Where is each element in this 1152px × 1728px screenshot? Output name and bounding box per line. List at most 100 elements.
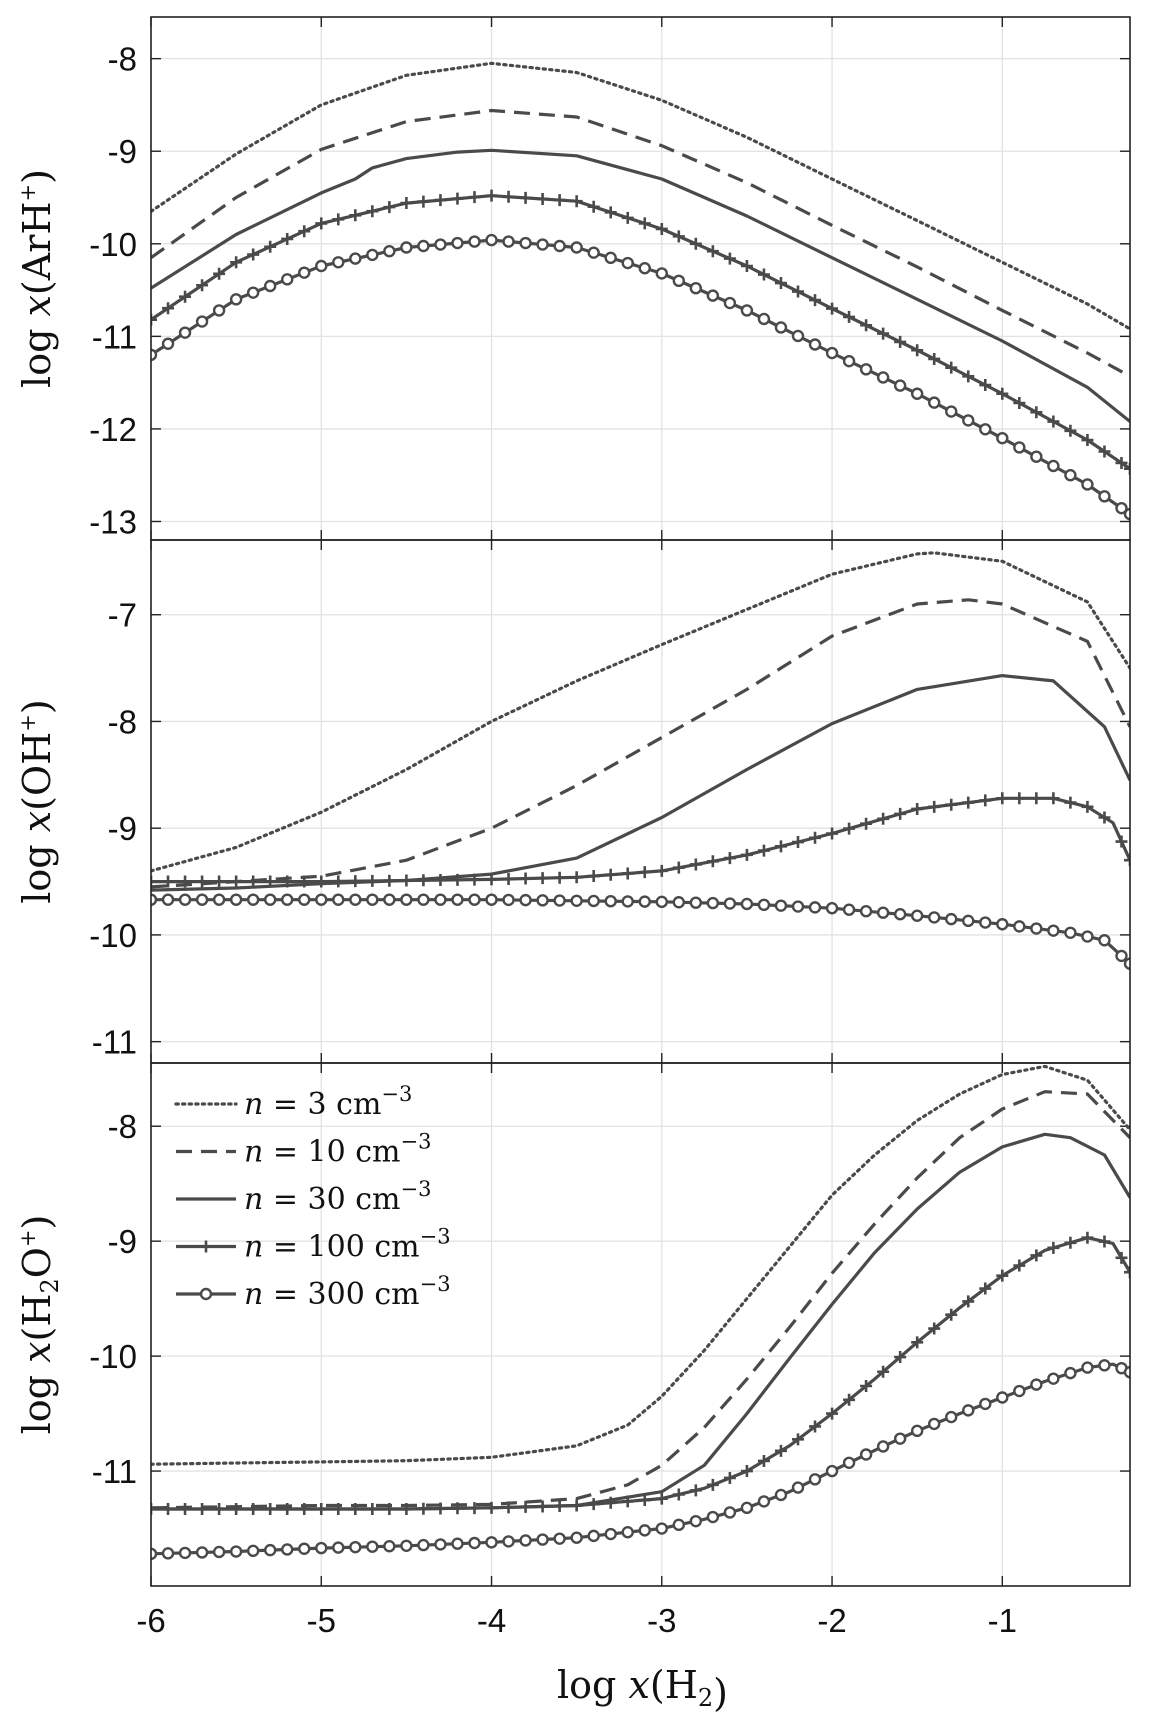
data-point-plus xyxy=(451,873,464,886)
x-axis-title-species: H xyxy=(665,1663,698,1707)
legend-label-value: = 10 cm xyxy=(263,1135,400,1170)
data-point-plus xyxy=(791,836,804,849)
data-point-plus xyxy=(502,190,515,203)
data-point-circle xyxy=(366,893,379,906)
data-point-plus xyxy=(400,874,413,887)
data-point-circle xyxy=(434,1538,447,1551)
data-point-circle xyxy=(1013,1384,1026,1398)
y-tick-label: -7 xyxy=(108,597,137,634)
data-point-plus xyxy=(196,875,209,888)
data-point-plus xyxy=(1124,854,1130,867)
data-point-circle xyxy=(315,1541,328,1555)
data-point-plus xyxy=(962,370,975,383)
data-point-circle xyxy=(178,1546,192,1560)
data-point-plus xyxy=(791,1433,804,1446)
legend-label-var: n xyxy=(244,1277,263,1312)
data-point-plus xyxy=(264,240,277,253)
y-tick-label: -10 xyxy=(89,226,137,263)
data-point-plus xyxy=(264,1502,277,1515)
x-tick-label: -2 xyxy=(817,1602,846,1639)
data-point-plus xyxy=(860,817,873,830)
data-point-circle xyxy=(1081,1361,1094,1374)
data-point-plus xyxy=(655,864,668,877)
data-point-plus xyxy=(230,256,243,269)
series-none-solid xyxy=(151,674,1130,892)
data-point-circle xyxy=(1064,469,1077,482)
data-point-plus xyxy=(860,319,873,332)
data-point-circle xyxy=(332,1541,345,1554)
x-tick-label: -1 xyxy=(988,1602,1017,1639)
data-point-plus xyxy=(536,1500,549,1513)
data-point-circle xyxy=(451,893,464,906)
x-axis-title-open: ( xyxy=(650,1663,665,1707)
data-point-plus xyxy=(1115,1251,1128,1264)
data-point-circle xyxy=(1064,926,1077,939)
data-point-plus xyxy=(151,875,157,888)
data-point-plus xyxy=(928,800,941,813)
data-point-circle xyxy=(366,1540,379,1553)
data-point-plus xyxy=(1098,1235,1111,1248)
data-point-circle xyxy=(502,235,515,248)
data-point-plus xyxy=(451,1502,464,1515)
data-point-plus xyxy=(740,260,753,273)
data-point-plus xyxy=(706,1478,719,1491)
data-point-circle xyxy=(281,1543,294,1556)
data-point-plus xyxy=(536,872,549,885)
data-point-circle xyxy=(502,1535,515,1548)
data-point-circle xyxy=(893,379,907,392)
series-line xyxy=(151,108,1130,378)
data-point-circle xyxy=(298,1542,311,1555)
x-tick-label: -4 xyxy=(477,1602,506,1639)
x-axis-title: log x(H2) xyxy=(557,1663,728,1715)
data-point-circle xyxy=(349,893,362,906)
data-point-plus xyxy=(1064,796,1077,809)
data-point-plus xyxy=(1064,424,1077,437)
data-point-circle xyxy=(808,338,822,351)
series-circle-solid xyxy=(151,893,1130,970)
data-point-circle xyxy=(485,233,498,247)
data-point-circle xyxy=(996,431,1009,445)
data-point-circle xyxy=(570,894,583,907)
data-point-plus xyxy=(230,1502,243,1515)
data-point-circle xyxy=(706,289,720,302)
legend-label-var: n xyxy=(244,1135,263,1170)
data-point-circle xyxy=(655,895,668,909)
data-point-circle xyxy=(1030,450,1043,463)
data-point-circle xyxy=(1047,924,1060,937)
data-point-plus xyxy=(894,807,907,820)
data-point-plus xyxy=(315,1502,328,1515)
data-point-circle xyxy=(808,901,822,914)
data-point-plus xyxy=(672,1488,685,1501)
data-point-plus xyxy=(570,1499,583,1512)
data-point-plus xyxy=(1124,1266,1130,1279)
data-point-plus xyxy=(417,874,430,887)
data-point-circle xyxy=(246,286,260,299)
data-point-circle xyxy=(281,893,294,906)
data-point-plus xyxy=(315,217,328,230)
data-point-plus xyxy=(349,1502,362,1515)
data-point-circle xyxy=(570,1531,583,1544)
data-point-circle xyxy=(400,893,413,906)
data-point-circle xyxy=(979,423,992,436)
data-point-plus xyxy=(502,872,515,885)
data-point-plus xyxy=(809,831,822,844)
data-point-plus xyxy=(911,802,924,815)
y-axis-title-open: ( xyxy=(15,796,59,811)
y-axis-title-close: ) xyxy=(15,169,59,184)
data-point-plus xyxy=(1013,397,1026,410)
y-axis-title-log: log xyxy=(15,1363,59,1434)
data-point-circle xyxy=(1123,957,1130,970)
legend-label: n = 10 cm−3 xyxy=(244,1130,431,1170)
data-point-circle xyxy=(1098,934,1111,947)
data-point-circle xyxy=(332,893,345,906)
data-point-circle xyxy=(366,248,379,262)
data-point-plus xyxy=(1098,811,1111,824)
series-line xyxy=(151,674,1130,892)
y-axis-title-open: ( xyxy=(15,1327,59,1342)
data-point-circle xyxy=(928,1417,941,1431)
data-point-circle xyxy=(859,363,873,376)
y-tick-label: -9 xyxy=(108,133,137,170)
series-none-dotted xyxy=(151,1064,1130,1466)
data-point-plus xyxy=(860,1380,873,1392)
